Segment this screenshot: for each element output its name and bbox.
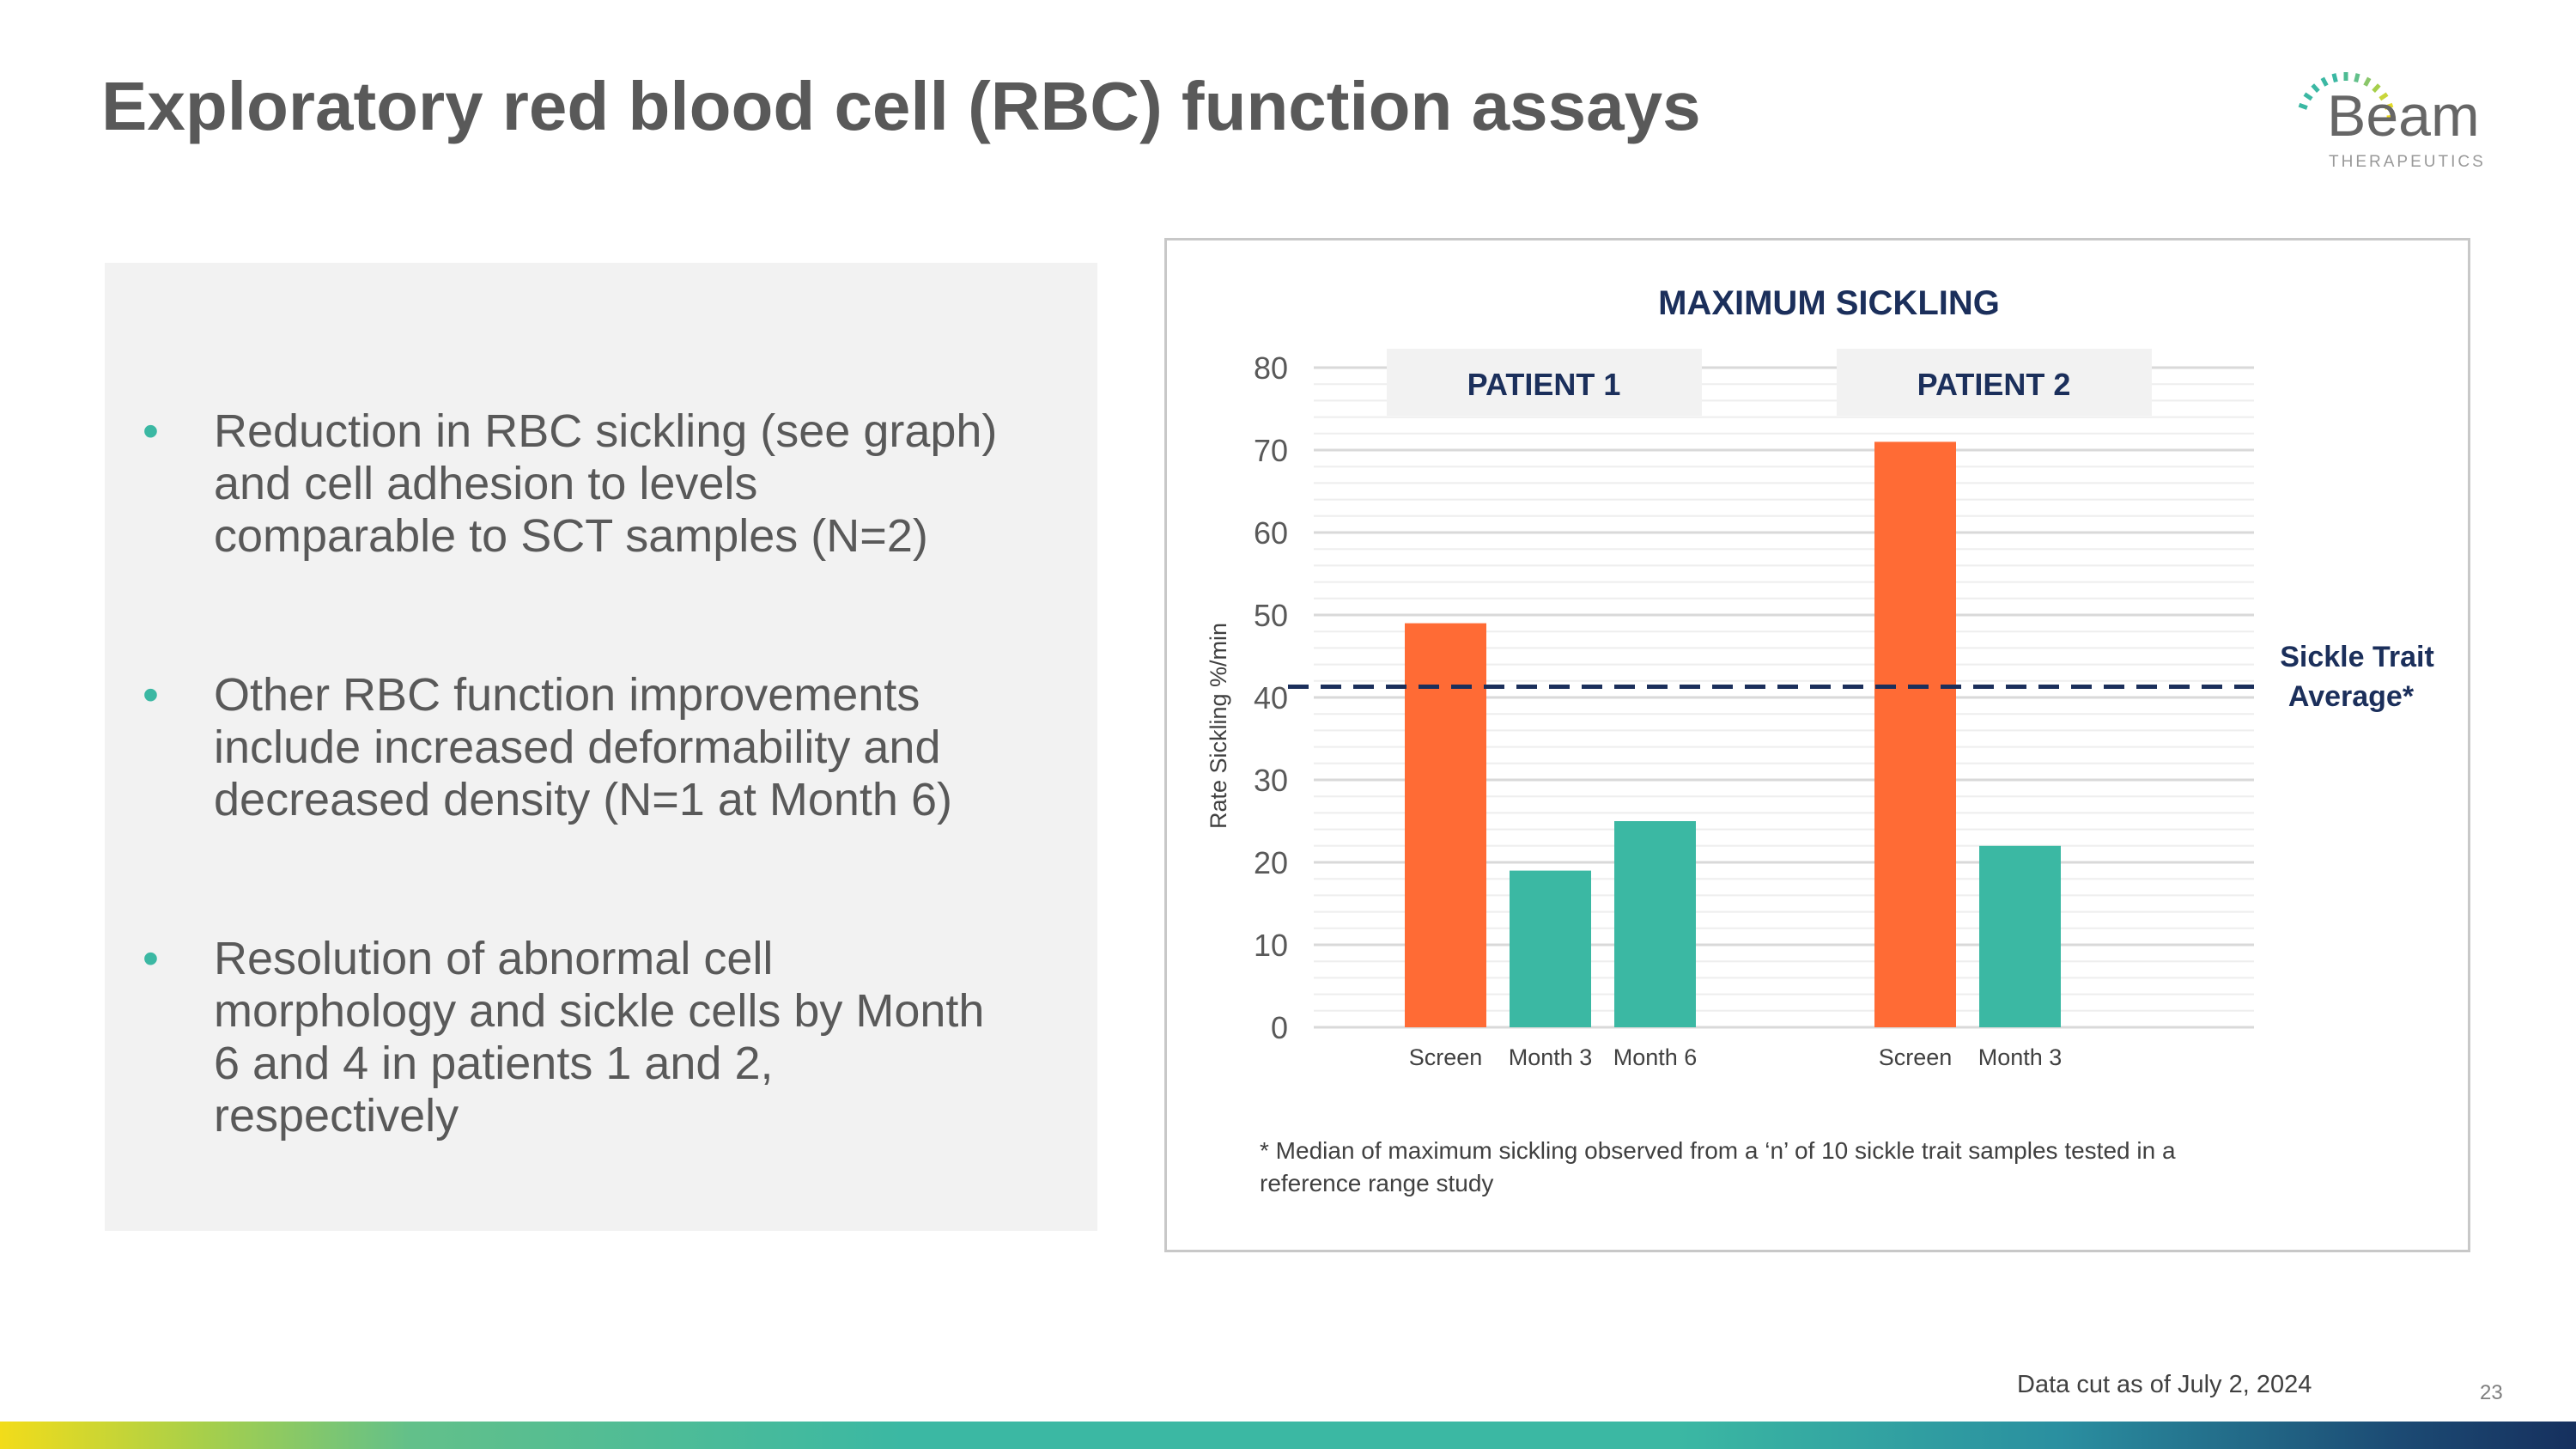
bullet-item: • Other RBC function improvements include… bbox=[143, 669, 952, 825]
bullet-item: • Resolution of abnormal cell morphology … bbox=[143, 933, 985, 1142]
beam-logo: Beam THERAPEUTICS bbox=[2298, 72, 2486, 171]
sunburst-icon bbox=[2298, 72, 2396, 120]
page-number: 23 bbox=[2480, 1381, 2503, 1404]
page-title: Exploratory red blood cell (RBC) functio… bbox=[101, 68, 1701, 144]
bullet-panel: • Reduction in RBC sickling (see graph) a… bbox=[105, 263, 1097, 1231]
chart-frame bbox=[1164, 238, 2470, 1252]
bullet-marker: • bbox=[143, 405, 159, 457]
data-cut-note: Data cut as of July 2, 2024 bbox=[2017, 1371, 2312, 1398]
bullet-item: • Reduction in RBC sickling (see graph) a… bbox=[143, 405, 998, 562]
brand-gradient-bar bbox=[0, 1422, 2576, 1449]
logo-name: Beam bbox=[2327, 83, 2480, 149]
bullet-marker: • bbox=[143, 933, 159, 984]
bullet-marker: • bbox=[143, 669, 159, 721]
logo-subtitle: THERAPEUTICS bbox=[2329, 153, 2486, 171]
